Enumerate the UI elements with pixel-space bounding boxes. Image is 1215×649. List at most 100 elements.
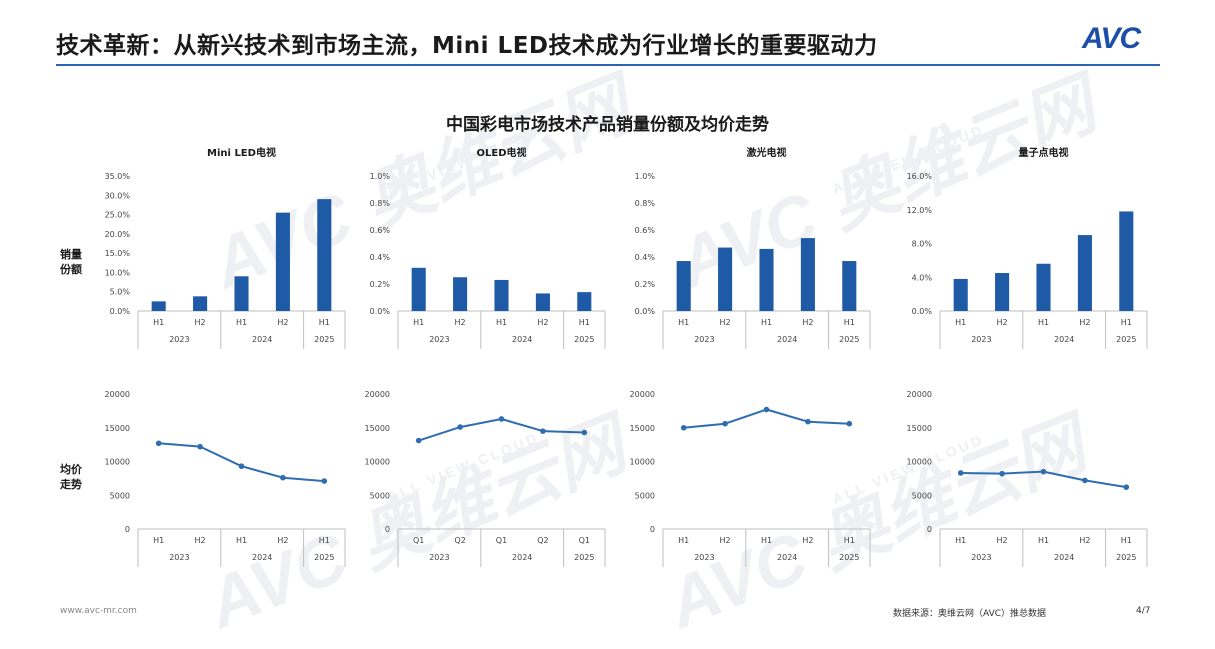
y-tick-label: 12.0% — [907, 206, 933, 215]
y-tick-label: 10000 — [630, 458, 655, 467]
line-point — [540, 428, 546, 434]
bar — [411, 267, 426, 311]
y-tick-label: 15000 — [365, 424, 390, 433]
y-tick-label: 1.0% — [635, 172, 656, 181]
page-number: 4/7 — [1136, 606, 1151, 616]
y-tick-label: 5000 — [370, 491, 390, 500]
title-divider — [56, 64, 1160, 66]
x-tick-label: H1 — [1121, 318, 1132, 327]
y-tick-label: 0 — [385, 525, 390, 534]
x-group-label: 2024 — [252, 335, 272, 344]
bar — [275, 212, 290, 311]
y-tick-label: 10000 — [907, 458, 932, 467]
y-tick-label: 8.0% — [912, 240, 933, 249]
bar — [577, 292, 592, 311]
x-tick-label: H1 — [153, 536, 164, 545]
x-tick-label: H1 — [319, 536, 330, 545]
y-tick-label: 10.0% — [105, 268, 131, 277]
x-tick-label: H1 — [1121, 536, 1132, 545]
y-tick-label: 0.0% — [635, 307, 656, 316]
y-tick-label: 0.2% — [370, 280, 391, 289]
line-point — [498, 416, 505, 422]
bar — [193, 296, 208, 311]
line-point — [280, 474, 286, 481]
x-tick-label: H1 — [678, 318, 689, 327]
line-point — [1040, 468, 1047, 475]
x-group-label: 2023 — [694, 553, 714, 562]
price-line — [158, 442, 325, 483]
bar — [453, 277, 468, 311]
slide-title: 技术革新：从新兴技术到市场主流，Mini LED技术成为行业增长的重要驱动力 — [56, 33, 878, 59]
avc-logo: AVC — [1082, 22, 1141, 55]
x-group-label: 2023 — [694, 335, 714, 344]
bar — [1036, 263, 1051, 311]
x-group-label: 2024 — [777, 553, 797, 562]
x-group-label: 2023 — [971, 335, 991, 344]
y-tick-label: 20000 — [105, 390, 130, 399]
y-tick-label: 15000 — [630, 424, 655, 433]
bar — [800, 238, 815, 311]
x-tick-label: H2 — [720, 536, 731, 545]
x-tick-label: Q1 — [413, 536, 424, 545]
bar — [995, 273, 1010, 311]
y-tick-label: 5.0% — [110, 288, 131, 297]
footer-website: www.avc-mr.com — [60, 606, 137, 616]
line-point — [581, 429, 588, 436]
x-tick-label: H1 — [319, 318, 330, 327]
y-tick-label: 0.6% — [635, 226, 656, 235]
x-group-label: 2024 — [1054, 335, 1074, 344]
y-tick-label: 35.0% — [105, 172, 131, 181]
y-tick-label: 0.0% — [370, 307, 391, 316]
x-tick-label: H2 — [802, 536, 813, 545]
chart-title: 激光电视 — [747, 146, 787, 159]
x-tick-label: H2 — [720, 318, 731, 327]
x-tick-label: H2 — [277, 318, 288, 327]
x-group-label: 2023 — [169, 553, 189, 562]
y-tick-label: 15000 — [907, 424, 932, 433]
line-point — [415, 437, 422, 444]
line-point — [238, 463, 245, 470]
y-tick-label: 0.4% — [370, 253, 391, 262]
y-tick-label: 30.0% — [105, 191, 131, 200]
line-point — [846, 420, 853, 427]
line-point — [722, 420, 728, 427]
x-tick-label: H2 — [195, 318, 206, 327]
bar — [953, 278, 968, 311]
x-group-label: 2023 — [429, 553, 449, 562]
x-group-label: 2023 — [971, 553, 991, 562]
x-tick-label: Q2 — [454, 536, 465, 545]
bar — [759, 248, 774, 311]
x-tick-label: H2 — [802, 318, 813, 327]
chart-title: 量子点电视 — [1019, 146, 1069, 159]
line-point — [763, 406, 770, 413]
bar — [1077, 235, 1092, 311]
bar — [1119, 211, 1134, 311]
x-tick-label: H1 — [678, 536, 689, 545]
y-tick-label: 0 — [927, 525, 932, 534]
price-line — [418, 418, 585, 442]
x-group-label: 2025 — [839, 335, 859, 344]
chart-title: OLED电视 — [476, 146, 526, 159]
x-tick-label: H1 — [413, 318, 424, 327]
bar — [535, 293, 550, 311]
x-group-label: 2025 — [314, 335, 334, 344]
line-point — [805, 418, 811, 425]
x-tick-label: H1 — [153, 318, 164, 327]
x-tick-label: Q1 — [579, 536, 590, 545]
x-tick-label: Q2 — [537, 536, 548, 545]
x-tick-label: H2 — [1079, 536, 1090, 545]
bar — [676, 261, 691, 311]
y-tick-label: 10000 — [365, 458, 390, 467]
line-point — [1123, 484, 1130, 490]
bar — [234, 276, 249, 311]
x-tick-label: H1 — [955, 536, 966, 545]
line-point — [457, 424, 463, 430]
y-tick-label: 0.6% — [370, 226, 391, 235]
x-tick-label: H1 — [844, 536, 855, 545]
x-tick-label: H1 — [496, 318, 507, 327]
y-tick-label: 0.0% — [110, 307, 131, 316]
line-point — [1082, 477, 1088, 484]
x-tick-label: H1 — [955, 318, 966, 327]
x-group-label: 2025 — [574, 553, 594, 562]
x-tick-label: Q1 — [496, 536, 507, 545]
